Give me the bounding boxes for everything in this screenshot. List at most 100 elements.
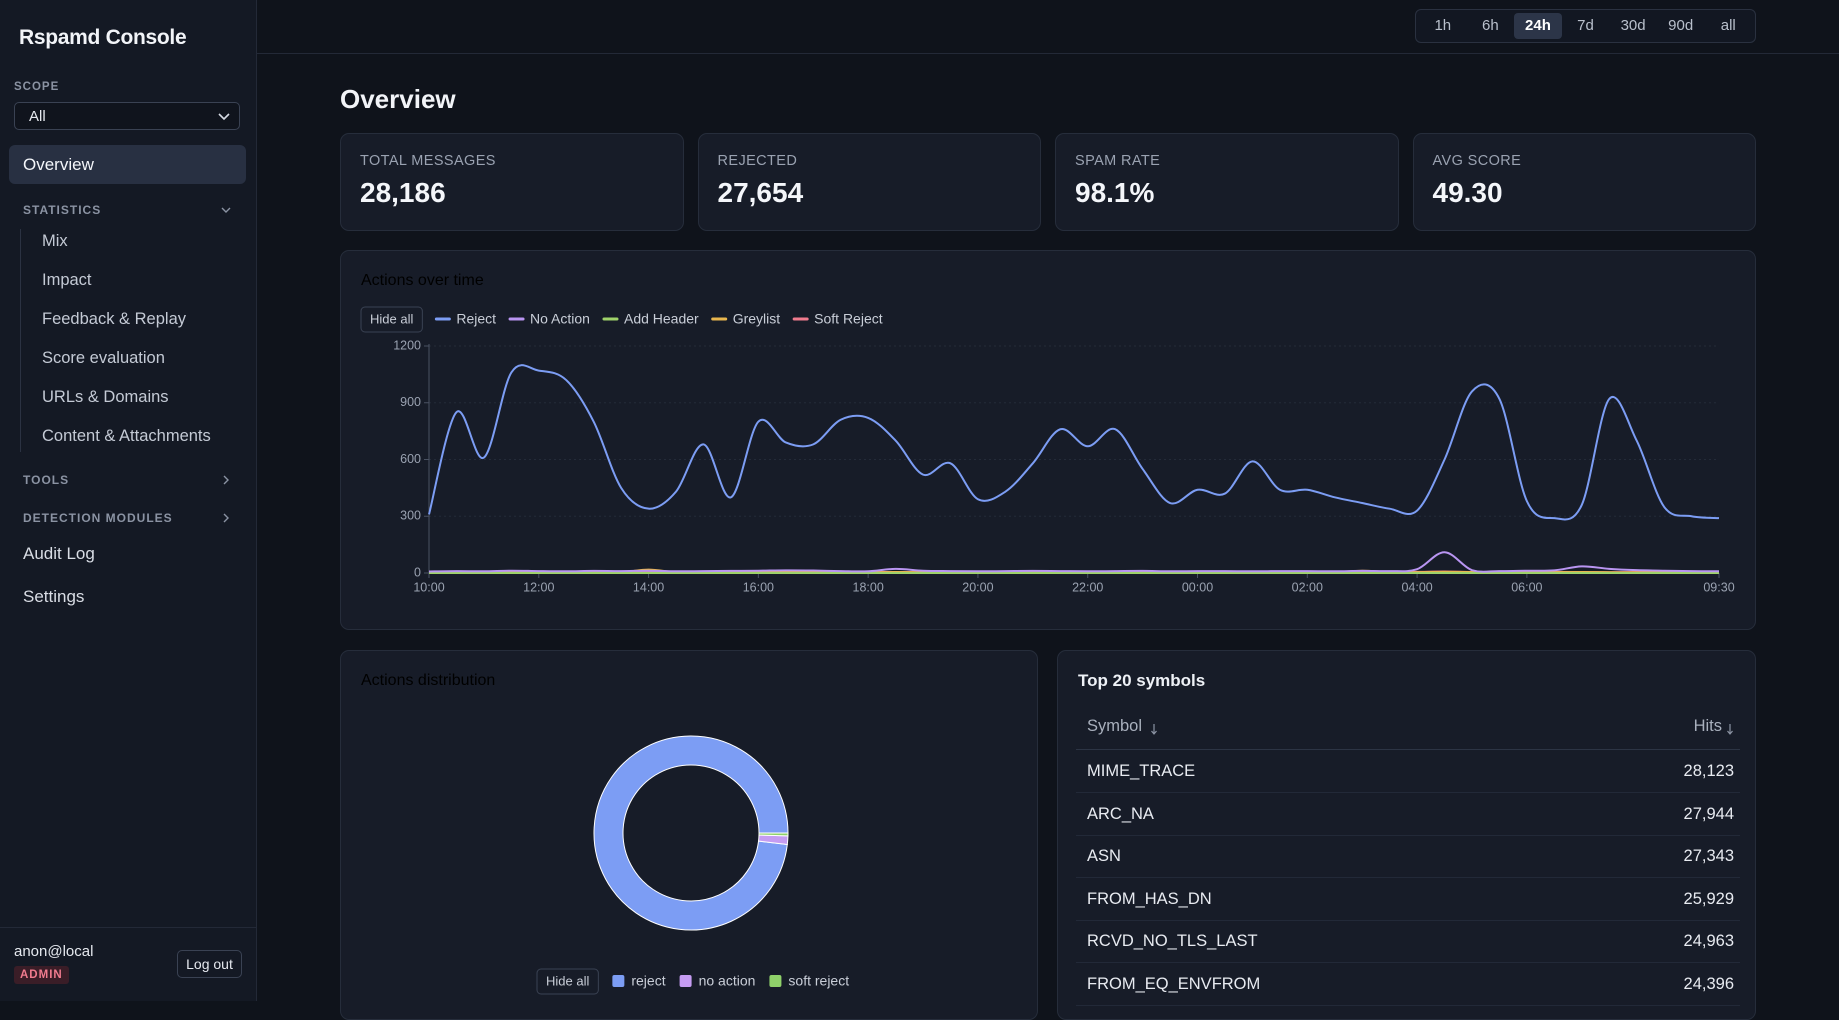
time-range-button[interactable]: all (1720, 17, 1736, 34)
stat-label: TOTAL MESSAGES (360, 153, 496, 169)
legend-label[interactable]: soft reject (788, 973, 849, 989)
stat-value: 98.1% (1075, 177, 1155, 208)
logout-button[interactable]: Log out (177, 950, 242, 978)
symbol-cell: FROM_EQ_ENVFROM (1087, 974, 1261, 993)
table-row: ASN 27,343 (1076, 835, 1740, 878)
section-label[interactable]: DETECTION MODULES (23, 511, 173, 525)
select-chevron (218, 113, 230, 121)
stat-value: 27,654 (717, 177, 804, 208)
legend-label[interactable]: Greylist (733, 311, 781, 327)
legend-swatch (679, 975, 692, 987)
y-tick-label: 1200 (393, 338, 421, 352)
section-label[interactable]: TOOLS (23, 473, 70, 487)
scope-select[interactable]: All (14, 102, 240, 130)
y-tick-label: 600 (400, 452, 421, 466)
x-tick-label: 06:00 (1511, 580, 1542, 594)
role-badge: ADMIN (14, 966, 69, 984)
sub-nav-item[interactable]: URLs & Domains (42, 388, 169, 406)
stat-card: REJECTED 27,654 (697, 133, 1041, 231)
sub-nav-item[interactable]: Feedback & Replay (42, 310, 186, 328)
stat-value: 49.30 (1432, 177, 1503, 208)
page-title: Overview (340, 84, 456, 114)
hits-cell: 27,343 (1683, 847, 1734, 865)
user-name: anon@local (14, 943, 94, 960)
table-row: MIME_TRACE 28,123 (1076, 750, 1740, 793)
x-tick-label: 04:00 (1401, 580, 1432, 594)
hits-cell: 25,929 (1683, 889, 1734, 908)
time-range-group: 1h 6h 24h 7d 30d 90d all (1415, 9, 1756, 43)
legend-label[interactable]: Reject (456, 311, 496, 327)
y-tick-label: 900 (400, 395, 421, 409)
symbol-cell: FROM_HAS_DN (1087, 889, 1212, 908)
hits-cell: 27,944 (1683, 804, 1734, 823)
time-range-button[interactable]: 7d (1577, 17, 1594, 34)
legend-toggle[interactable]: Hide all (370, 311, 413, 326)
x-tick-label: 22:00 (1072, 580, 1103, 594)
legend-label[interactable]: reject (631, 973, 665, 989)
nav-item[interactable]: Overview (9, 145, 246, 184)
x-tick-label: 12:00 (523, 580, 554, 594)
time-range-button[interactable]: 30d (1620, 17, 1646, 34)
sub-nav-item[interactable]: Impact (42, 271, 92, 289)
time-range-button[interactable]: 6h (1482, 17, 1499, 34)
brand: Rspamd Console (19, 26, 187, 49)
symbol-cell: ASN (1087, 847, 1121, 865)
symbol-cell: MIME_TRACE (1087, 762, 1196, 780)
section-chevron (223, 475, 229, 485)
sort-icon (1151, 724, 1157, 735)
table-row: FROM_HAS_DN 25,929 (1076, 878, 1740, 921)
scope-label: SCOPE (14, 81, 60, 93)
legend-toggle-button[interactable] (360, 306, 423, 333)
legend-label[interactable]: Soft Reject (814, 311, 883, 327)
time-range-button[interactable]: 1h (1434, 17, 1452, 34)
line-chart: Actions over time Hide all Reject No Action… (360, 272, 1735, 594)
pie-slice (593, 735, 789, 931)
column-header[interactable]: Symbol (1087, 717, 1143, 735)
stat-value: 28,186 (360, 177, 446, 208)
section-chevron (221, 207, 231, 213)
nav-item[interactable]: Settings (23, 587, 85, 606)
time-range-button[interactable]: 24h (1514, 13, 1562, 39)
stat-label: REJECTED (717, 153, 798, 169)
divider (0, 927, 256, 928)
line-card: Actions over time Hide all Reject No Action… (340, 250, 1756, 630)
series-line (428, 551, 1720, 573)
section-label[interactable]: STATISTICS (23, 203, 102, 217)
legend-toggle-button[interactable] (536, 968, 599, 995)
x-tick-label: 10:00 (413, 580, 444, 594)
x-tick-label: 02:00 (1292, 580, 1323, 594)
legend-toggle[interactable]: Hide all (546, 973, 589, 988)
legend-label[interactable]: Add Header (624, 311, 699, 327)
section-chevron (223, 513, 229, 523)
legend-label[interactable]: No Action (530, 311, 590, 327)
legend-label[interactable]: no action (699, 973, 756, 989)
table-card: Top 20 symbols Symbol Hits MIME_TRACE 28,… (1057, 650, 1756, 1020)
sub-nav-item[interactable]: Mix (42, 232, 68, 250)
sub-nav-item[interactable]: Score evaluation (42, 349, 165, 367)
stat-card: TOTAL MESSAGES 28,186 (340, 133, 684, 231)
stat-label: SPAM RATE (1075, 153, 1161, 169)
table-row: FROM_EQ_ENVFROM 24,396 (1076, 963, 1740, 1006)
nav-item[interactable]: Audit Log (23, 544, 95, 563)
x-tick-label: 09:30 (1703, 580, 1734, 594)
x-tick-label: 20:00 (962, 580, 993, 594)
symbol-cell: ARC_NA (1087, 804, 1154, 823)
table-header: Symbol Hits (1076, 706, 1740, 750)
x-tick-label: 16:00 (743, 580, 774, 594)
series-line (428, 364, 1720, 521)
sort-icon (1727, 724, 1733, 735)
pie-card: Actions distribution Hide all reject no act… (340, 650, 1038, 1020)
hits-cell: 24,963 (1683, 932, 1734, 950)
stat-card: SPAM RATE 98.1% (1055, 133, 1399, 231)
chart-title: Actions over time (361, 272, 484, 289)
table-row: RCVD_NO_TLS_LAST 24,963 (1076, 920, 1740, 963)
stat-card: AVG SCORE 49.30 (1412, 133, 1756, 231)
pie-slice (758, 832, 789, 837)
topbar-border (257, 53, 1839, 54)
stat-label: AVG SCORE (1432, 153, 1522, 169)
sub-nav-item[interactable]: Content & Attachments (42, 427, 211, 445)
column-header[interactable]: Hits (1693, 717, 1722, 735)
time-range-button[interactable]: 90d (1668, 17, 1694, 34)
y-tick-label: 0 (414, 565, 421, 579)
